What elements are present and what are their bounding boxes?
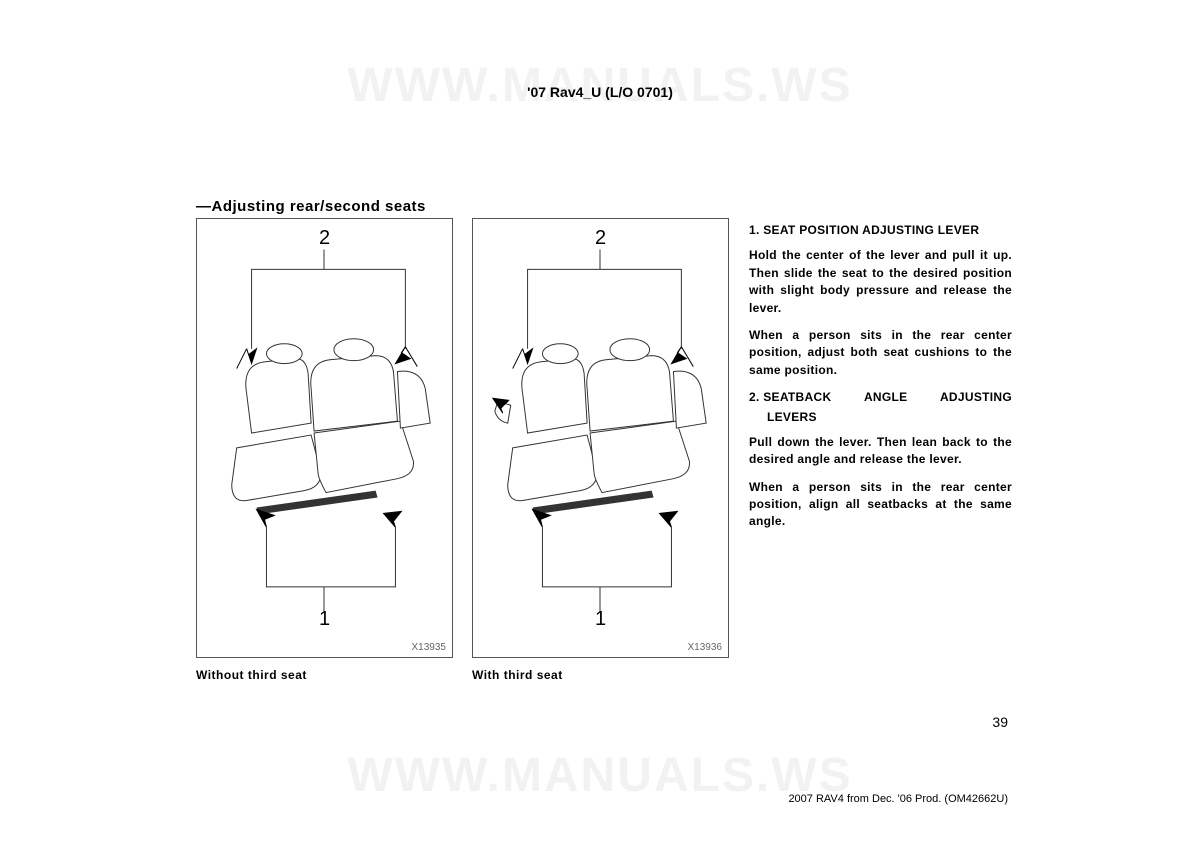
heading-1: 1. SEAT POSITION ADJUSTING LEVER	[749, 222, 1012, 239]
figure-left-label-1: 1	[319, 608, 330, 631]
figure-right: 2	[472, 218, 729, 682]
figure-left-box: 2	[196, 218, 453, 658]
figure-left: 2	[196, 218, 453, 682]
paragraph-1: Hold the center of the lever and pull it…	[749, 247, 1012, 317]
figure-right-box: 2	[472, 218, 729, 658]
heading-2-line1: 2. SEATBACK ANGLE ADJUSTING	[749, 389, 1012, 406]
seat-right-illustration	[473, 219, 728, 657]
heading-2-part-b: ANGLE	[864, 389, 908, 406]
figure-right-caption: With third seat	[472, 668, 729, 682]
heading-2-line2: LEVERS	[749, 409, 1012, 426]
paragraph-4: When a person sits in the rear center po…	[749, 479, 1012, 531]
instruction-text: 1. SEAT POSITION ADJUSTING LEVER Hold th…	[749, 222, 1012, 541]
heading-2-part-c: ADJUSTING	[940, 389, 1012, 406]
figure-right-label-1: 1	[595, 608, 606, 631]
paragraph-2: When a person sits in the rear center po…	[749, 327, 1012, 379]
section-title: —Adjusting rear/second seats	[196, 198, 426, 215]
header-code: '07 Rav4_U (L/O 0701)	[527, 84, 673, 100]
paragraph-3: Pull down the lever. Then lean back to t…	[749, 434, 1012, 469]
heading-2-part-a: 2. SEATBACK	[749, 389, 831, 406]
seat-left-illustration	[197, 219, 452, 657]
figure-left-image-code: X13935	[412, 642, 446, 653]
footer-code: 2007 RAV4 from Dec. '06 Prod. (OM42662U)	[788, 793, 1008, 805]
page-content: '07 Rav4_U (L/O 0701) —Adjusting rear/se…	[0, 0, 1200, 848]
page-number: 39	[992, 714, 1008, 730]
figure-right-image-code: X13936	[688, 642, 722, 653]
figure-left-caption: Without third seat	[196, 668, 453, 682]
